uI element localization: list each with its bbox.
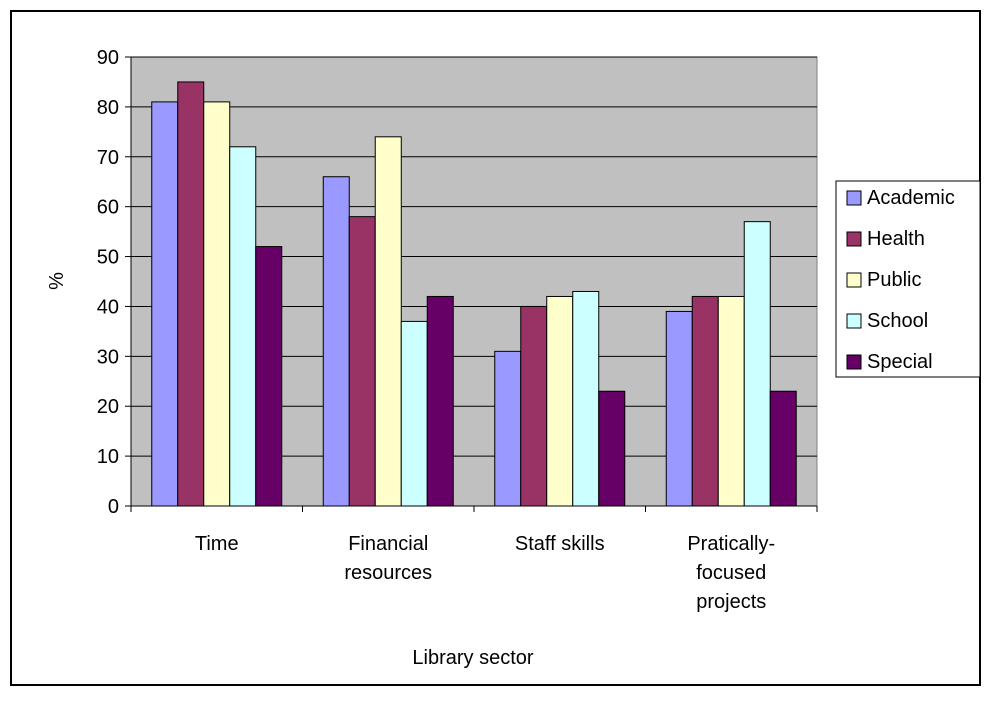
y-tick-label: 80 — [97, 97, 119, 119]
bar-academic-0 — [151, 101, 179, 507]
bars — [151, 81, 797, 507]
bar-school-0 — [229, 146, 257, 507]
legend-swatch-special — [846, 354, 862, 370]
bar-public-1 — [374, 136, 402, 507]
x-tick-label: Pratically-focused projects — [687, 533, 775, 613]
bar-special-3 — [769, 390, 797, 507]
y-tick-label: 60 — [97, 197, 119, 219]
axes — [125, 56, 818, 512]
y-tick-label: 10 — [97, 446, 119, 468]
bar-health-2 — [520, 305, 548, 507]
bar-academic-1 — [322, 176, 350, 507]
bar-public-2 — [546, 295, 574, 507]
y-tick-label: 20 — [97, 396, 119, 418]
bar-academic-2 — [494, 350, 522, 507]
bar-school-3 — [743, 221, 771, 507]
bar-health-3 — [691, 295, 719, 507]
x-tick-label: Staff skills — [515, 533, 605, 555]
legend-swatch-school — [846, 313, 862, 329]
x-tick-label: Financial resources — [344, 533, 432, 584]
legend-label-special: Special — [867, 351, 933, 373]
legend-swatch-public — [846, 272, 862, 288]
x-tick-labels: Time Financial resources Staff skills Pratic… — [195, 533, 775, 613]
y-tick-label: 30 — [97, 346, 119, 368]
bar-special-0 — [255, 246, 283, 507]
x-tick-label: Time — [195, 533, 239, 555]
bar-health-1 — [348, 216, 376, 507]
y-tick-label: 90 — [97, 47, 119, 69]
legend-label-academic: Academic — [867, 187, 955, 209]
bar-health-0 — [177, 81, 205, 507]
y-tick-label: 0 — [108, 496, 119, 518]
legend-label-school: School — [867, 310, 928, 332]
bar-academic-3 — [665, 310, 693, 507]
y-axis-label: % — [46, 272, 68, 290]
y-tick-label: 50 — [97, 247, 119, 269]
legend-label-health: Health — [867, 228, 925, 250]
x-axis-label: Library sector — [412, 647, 533, 669]
y-tick-label: 70 — [97, 147, 119, 169]
bar-school-2 — [572, 290, 600, 507]
y-tick-label: 40 — [97, 296, 119, 318]
legend-swatch-academic — [846, 190, 862, 206]
bar-special-1 — [426, 295, 454, 507]
bar-public-3 — [717, 295, 745, 507]
legend: Academic Health Public School Special — [835, 180, 981, 378]
bar-school-1 — [400, 320, 428, 507]
legend-swatch-health — [846, 231, 862, 247]
y-tick-labels: 0 10 20 30 40 50 60 70 80 90 — [97, 47, 119, 518]
bar-special-2 — [598, 390, 626, 507]
bar-public-0 — [203, 101, 231, 507]
legend-label-public: Public — [867, 269, 921, 291]
